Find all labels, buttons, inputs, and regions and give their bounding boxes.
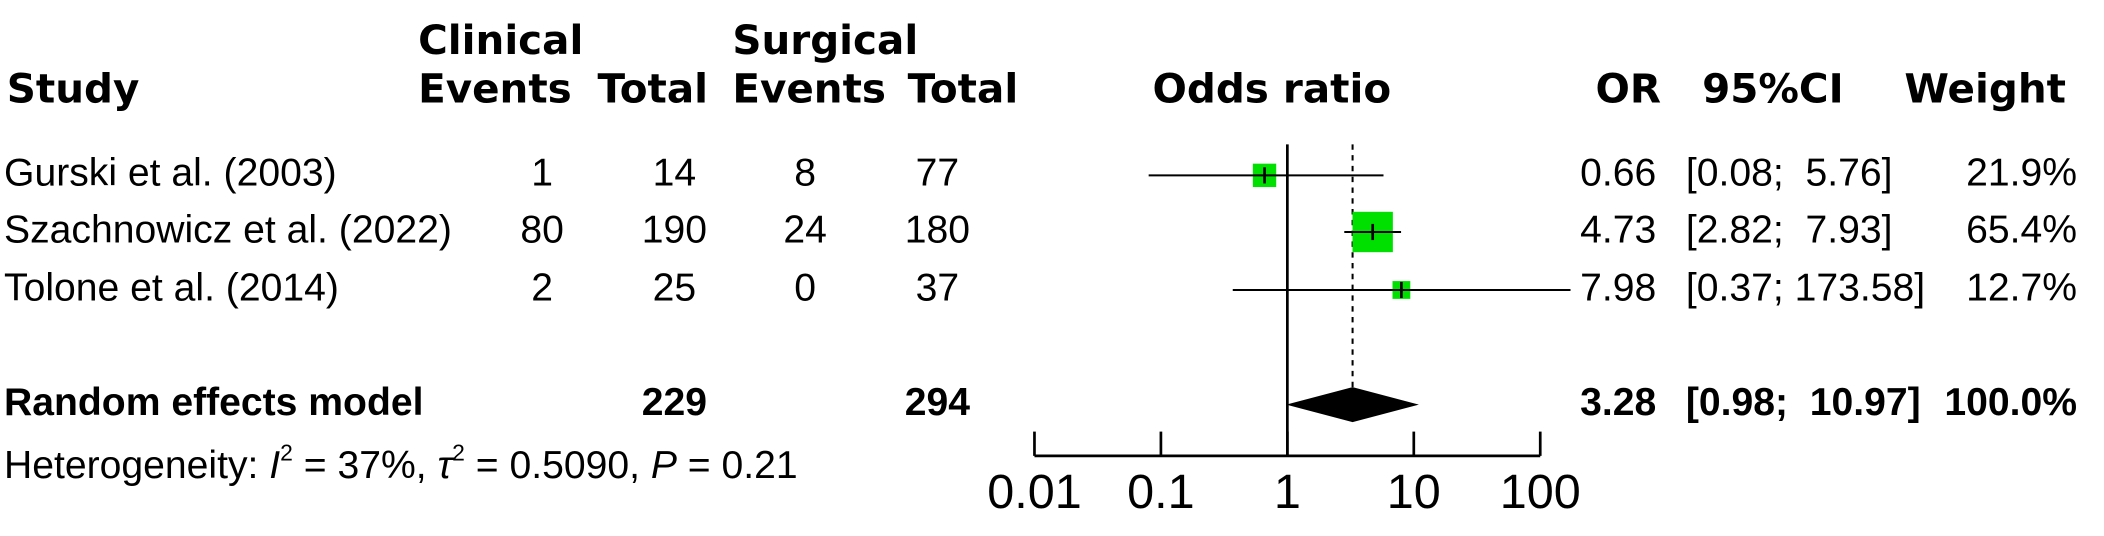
cell: 294 [905, 381, 971, 424]
cell: 14 [653, 152, 697, 195]
study-name: Szachnowicz et al. (2022) [4, 208, 452, 251]
header: 95%CI [1702, 65, 1844, 113]
study-name: Gurski et al. (2003) [4, 152, 337, 195]
cell: 80 [520, 208, 564, 251]
header: Weight [1904, 65, 2066, 113]
or-value: 7.98 [1580, 266, 1656, 309]
cell: 25 [653, 266, 697, 309]
header: Total [597, 65, 708, 113]
study-name: Tolone et al. (2014) [4, 266, 339, 309]
x-tick-label: 0.1 [1127, 465, 1195, 519]
header: Surgical [732, 16, 918, 64]
weight-value: 65.4% [1966, 208, 2077, 251]
cell: 8 [794, 152, 816, 195]
cell: 37 [916, 266, 960, 309]
cell: 0 [794, 266, 816, 309]
heterogeneity-part: = 0.21 [677, 444, 798, 487]
ci-value: [0.98; 10.97] [1686, 381, 1921, 424]
header: Total [908, 65, 1019, 113]
heterogeneity-part: P [651, 444, 677, 487]
heterogeneity: Heterogeneity: I2 = 37%, τ2 = 0.5090, P … [4, 440, 798, 488]
heterogeneity-part: = 0.5090, [465, 444, 651, 487]
heterogeneity-part: = 37%, [293, 444, 438, 487]
header: OR [1596, 65, 1662, 113]
x-tick-label: 10 [1387, 465, 1441, 519]
cell: 2 [531, 266, 553, 309]
or-value: 3.28 [1580, 381, 1656, 424]
heterogeneity-part: 2 [452, 440, 465, 466]
or-value: 4.73 [1580, 208, 1656, 251]
heterogeneity-part: Heterogeneity: [4, 444, 269, 487]
weight-value: 12.7% [1966, 266, 2077, 309]
cell: 229 [642, 381, 707, 424]
x-tick-label: 100 [1500, 465, 1581, 519]
weight-value: 100.0% [1944, 381, 2077, 424]
cell: 1 [531, 152, 553, 195]
x-tick-label: 0.01 [987, 465, 1082, 519]
pooled-name: Random effects model [4, 381, 423, 424]
heterogeneity-part: I [269, 444, 280, 487]
cell: 190 [642, 208, 707, 251]
cell: 24 [783, 208, 827, 251]
ci-value: [0.37; 173.58] [1686, 266, 1925, 309]
x-tick-label: 1 [1274, 465, 1301, 519]
cell: 77 [916, 152, 960, 195]
cell: 180 [905, 208, 970, 251]
header: Odds ratio [1152, 65, 1391, 113]
ci-value: [2.82; 7.93] [1686, 208, 1893, 251]
header: Study [7, 65, 140, 113]
or-value: 0.66 [1580, 152, 1656, 195]
header: Events [418, 65, 572, 113]
header: Clinical [418, 16, 583, 64]
heterogeneity-part: 2 [280, 440, 293, 466]
pooled-diamond [1286, 387, 1419, 423]
weight-value: 21.9% [1966, 152, 2077, 195]
header: Events [732, 65, 886, 113]
ci-value: [0.08; 5.76] [1686, 152, 1893, 195]
heterogeneity-part: τ [437, 444, 454, 487]
